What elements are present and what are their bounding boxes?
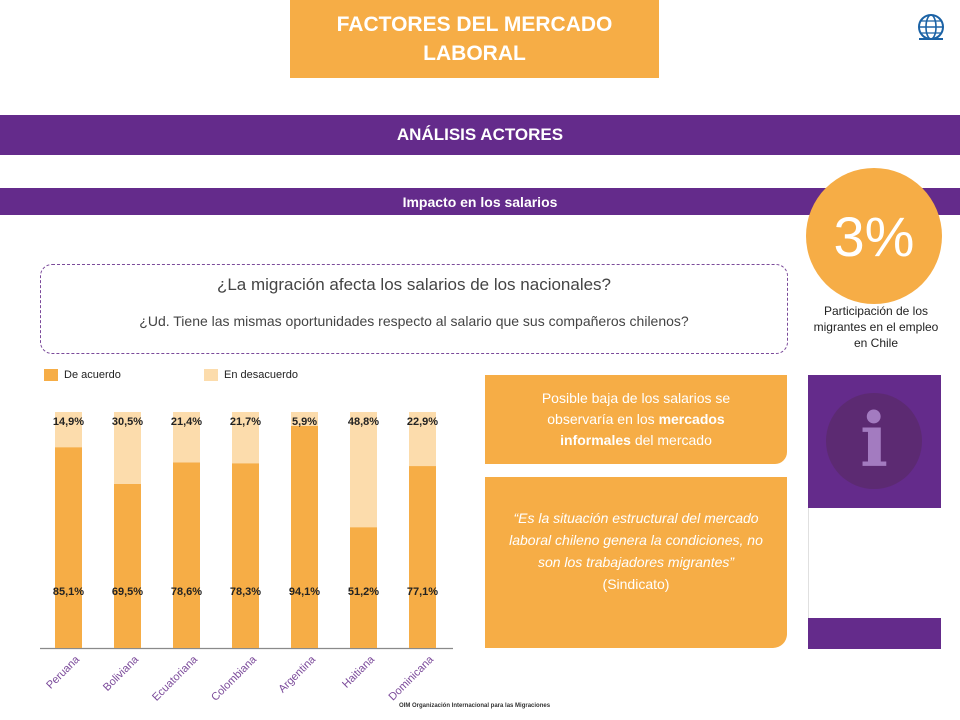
data-label-disagree: 21,7% xyxy=(230,416,261,428)
data-label-agree: 94,1% xyxy=(289,586,320,598)
data-label-disagree: 21,4% xyxy=(171,416,202,428)
bar-agree xyxy=(55,447,82,648)
data-label-agree: 78,6% xyxy=(171,586,202,598)
legend-label-agree: De acuerdo xyxy=(64,369,121,381)
data-label-agree: 78,3% xyxy=(230,586,261,598)
category-label: Ecuatoriana xyxy=(150,653,201,704)
data-label-disagree: 30,5% xyxy=(112,416,143,428)
info-text: Es necesario un estudio focalizado en es… xyxy=(818,546,931,605)
bar-agree xyxy=(173,462,200,648)
data-label-agree: 51,2% xyxy=(348,586,379,598)
data-label-agree: 69,5% xyxy=(112,586,143,598)
bar-agree xyxy=(409,466,436,648)
legend-swatch-disagree xyxy=(204,369,218,381)
question-sub: ¿Ud. Tiene las mismas oportunidades resp… xyxy=(139,313,689,329)
footer-text: OIM Organización Internacional para las … xyxy=(399,703,551,709)
category-label: Boliviana xyxy=(101,653,142,694)
bar-disagree xyxy=(291,412,318,426)
bar-agree xyxy=(114,483,141,648)
question-box: ¿La migración afecta los salarios de los… xyxy=(40,264,788,354)
bar-disagree xyxy=(232,412,259,464)
legend-item-disagree: En desacuerdo xyxy=(204,369,298,381)
stat-value: 3% xyxy=(833,204,915,268)
data-label-disagree: 22,9% xyxy=(407,416,438,428)
bar-agree xyxy=(350,527,377,648)
category-label: Peruana xyxy=(44,653,83,692)
legend-swatch-agree xyxy=(44,369,58,381)
bar-agree xyxy=(232,463,259,648)
bar-disagree xyxy=(173,412,200,463)
finding-card: Posible baja de los salarios se observar… xyxy=(485,375,787,464)
bar-disagree xyxy=(114,412,141,484)
legend-item-agree: De acuerdo xyxy=(44,369,121,381)
subsection-band: Impacto en los salarios xyxy=(0,188,960,215)
bar-disagree xyxy=(409,412,436,467)
stat-circle: 3% xyxy=(806,168,942,304)
section-band: ANÁLISIS ACTORES xyxy=(0,115,960,155)
finding-bold: mercados informales xyxy=(560,411,725,448)
finding-text: Posible baja de los salarios se observar… xyxy=(541,390,731,448)
quote-attribution: (Sindicato) xyxy=(602,576,670,592)
data-label-agree: 77,1% xyxy=(407,586,438,598)
question-main: ¿La migración afecta los salarios de los… xyxy=(216,275,612,294)
info-panel-gap xyxy=(808,508,941,618)
data-label-disagree: 5,9% xyxy=(292,416,317,428)
data-label-agree: 85,1% xyxy=(53,586,84,598)
info-glyph: i xyxy=(859,398,889,484)
stat-caption: Participación de los migrantes en el emp… xyxy=(813,304,939,350)
bar-disagree xyxy=(350,412,377,528)
section-title: ANÁLISIS ACTORES xyxy=(396,125,564,144)
category-label: Dominicana xyxy=(387,653,437,703)
slide-title: FACTORES DEL MERCADO LABORAL xyxy=(290,0,659,78)
subsection-title: Impacto en los salarios xyxy=(402,193,558,210)
globe-logo-icon xyxy=(918,14,944,40)
info-icon: i xyxy=(826,393,922,489)
quote-text: “Es la situación estructural del mercado… xyxy=(509,510,763,570)
category-label: Argentina xyxy=(276,653,318,695)
data-label-disagree: 14,9% xyxy=(53,416,84,428)
category-label: Haitiana xyxy=(340,653,378,691)
data-label-disagree: 48,8% xyxy=(348,416,379,428)
quote-card: “Es la situación estructural del mercado… xyxy=(485,477,787,648)
stacked-bar-chart: 14,9% 85,1% Peruana 30,5% 69,5% Boliviana 21,4… xyxy=(40,412,453,704)
bar-agree xyxy=(291,425,318,648)
bar-disagree xyxy=(55,412,82,448)
legend-label-disagree: En desacuerdo xyxy=(224,369,298,381)
category-label: Colombiana xyxy=(209,653,260,704)
